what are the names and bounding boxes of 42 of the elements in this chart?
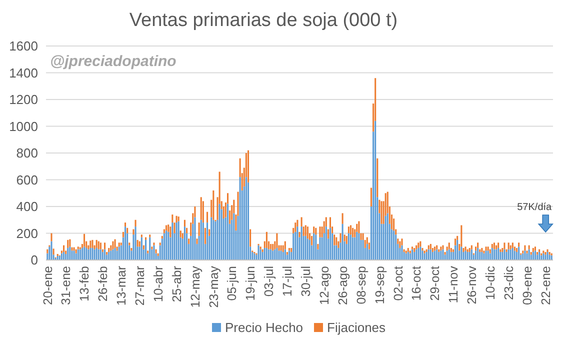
y-tick-label: 200 (16, 226, 38, 241)
x-tick-label: 10-abr (151, 266, 166, 302)
annotation: @jpreciadopatino (50, 53, 176, 70)
x-tick-label: 26-nov (465, 265, 480, 304)
legend-label: Fijaciones (327, 320, 386, 335)
x-tick-label: 26-feb (96, 266, 110, 302)
y-tick-label: 1000 (9, 118, 38, 134)
x-tick-label: 23-may (206, 265, 221, 308)
annotation: 57K/día (517, 202, 552, 213)
x-tick-label: 02-oct (391, 265, 406, 301)
x-tick-label: 29-oct (428, 265, 442, 301)
x-tick-label: 05-jun (225, 266, 240, 301)
x-tick-label: 13-feb (78, 266, 92, 302)
y-tick-label: 400 (16, 199, 38, 214)
y-tick-label: 0 (30, 252, 38, 268)
x-tick-label: 23-dic (502, 266, 516, 300)
y-tick-label: 1400 (9, 65, 38, 80)
x-tick-label: 10-dic (484, 266, 498, 300)
x-tick-label: 19-sep (372, 266, 387, 304)
x-tick-label: 25-abr (170, 266, 184, 302)
x-tick-label: 12-may (188, 265, 202, 308)
y-tick-label: 1200 (9, 92, 38, 108)
x-tick-label: 12-ago (317, 266, 332, 305)
y-tick-label: 800 (16, 146, 38, 161)
x-tick-label: 20-ene (40, 266, 55, 305)
y-tick-label: 600 (16, 172, 38, 188)
x-tick-label: 30-jul (299, 266, 314, 297)
legend-label: Precio Hecho (225, 320, 304, 335)
x-tick-label: 03-jul (262, 266, 276, 297)
x-tick-label: 27-mar (132, 266, 147, 306)
x-tick-label: 22-ene (538, 266, 553, 305)
x-tick-label: 11-nov (446, 265, 461, 304)
x-tick-label: 19-jun (244, 266, 258, 301)
y-tick-label: 1600 (9, 38, 38, 54)
x-tick-label: 17-jul (280, 266, 295, 297)
x-tick-label: 31-ene (59, 266, 74, 305)
x-tick-label: 09-ene (520, 266, 534, 305)
x-tick-label: 13-mar (114, 266, 129, 306)
x-tick-label: 08-sep (354, 266, 368, 304)
chart-title: Ventas primarias de soja (000 t) (129, 10, 398, 31)
x-tick-label: 16-oct (410, 265, 424, 301)
x-tick-label: 26-ago (336, 266, 350, 305)
